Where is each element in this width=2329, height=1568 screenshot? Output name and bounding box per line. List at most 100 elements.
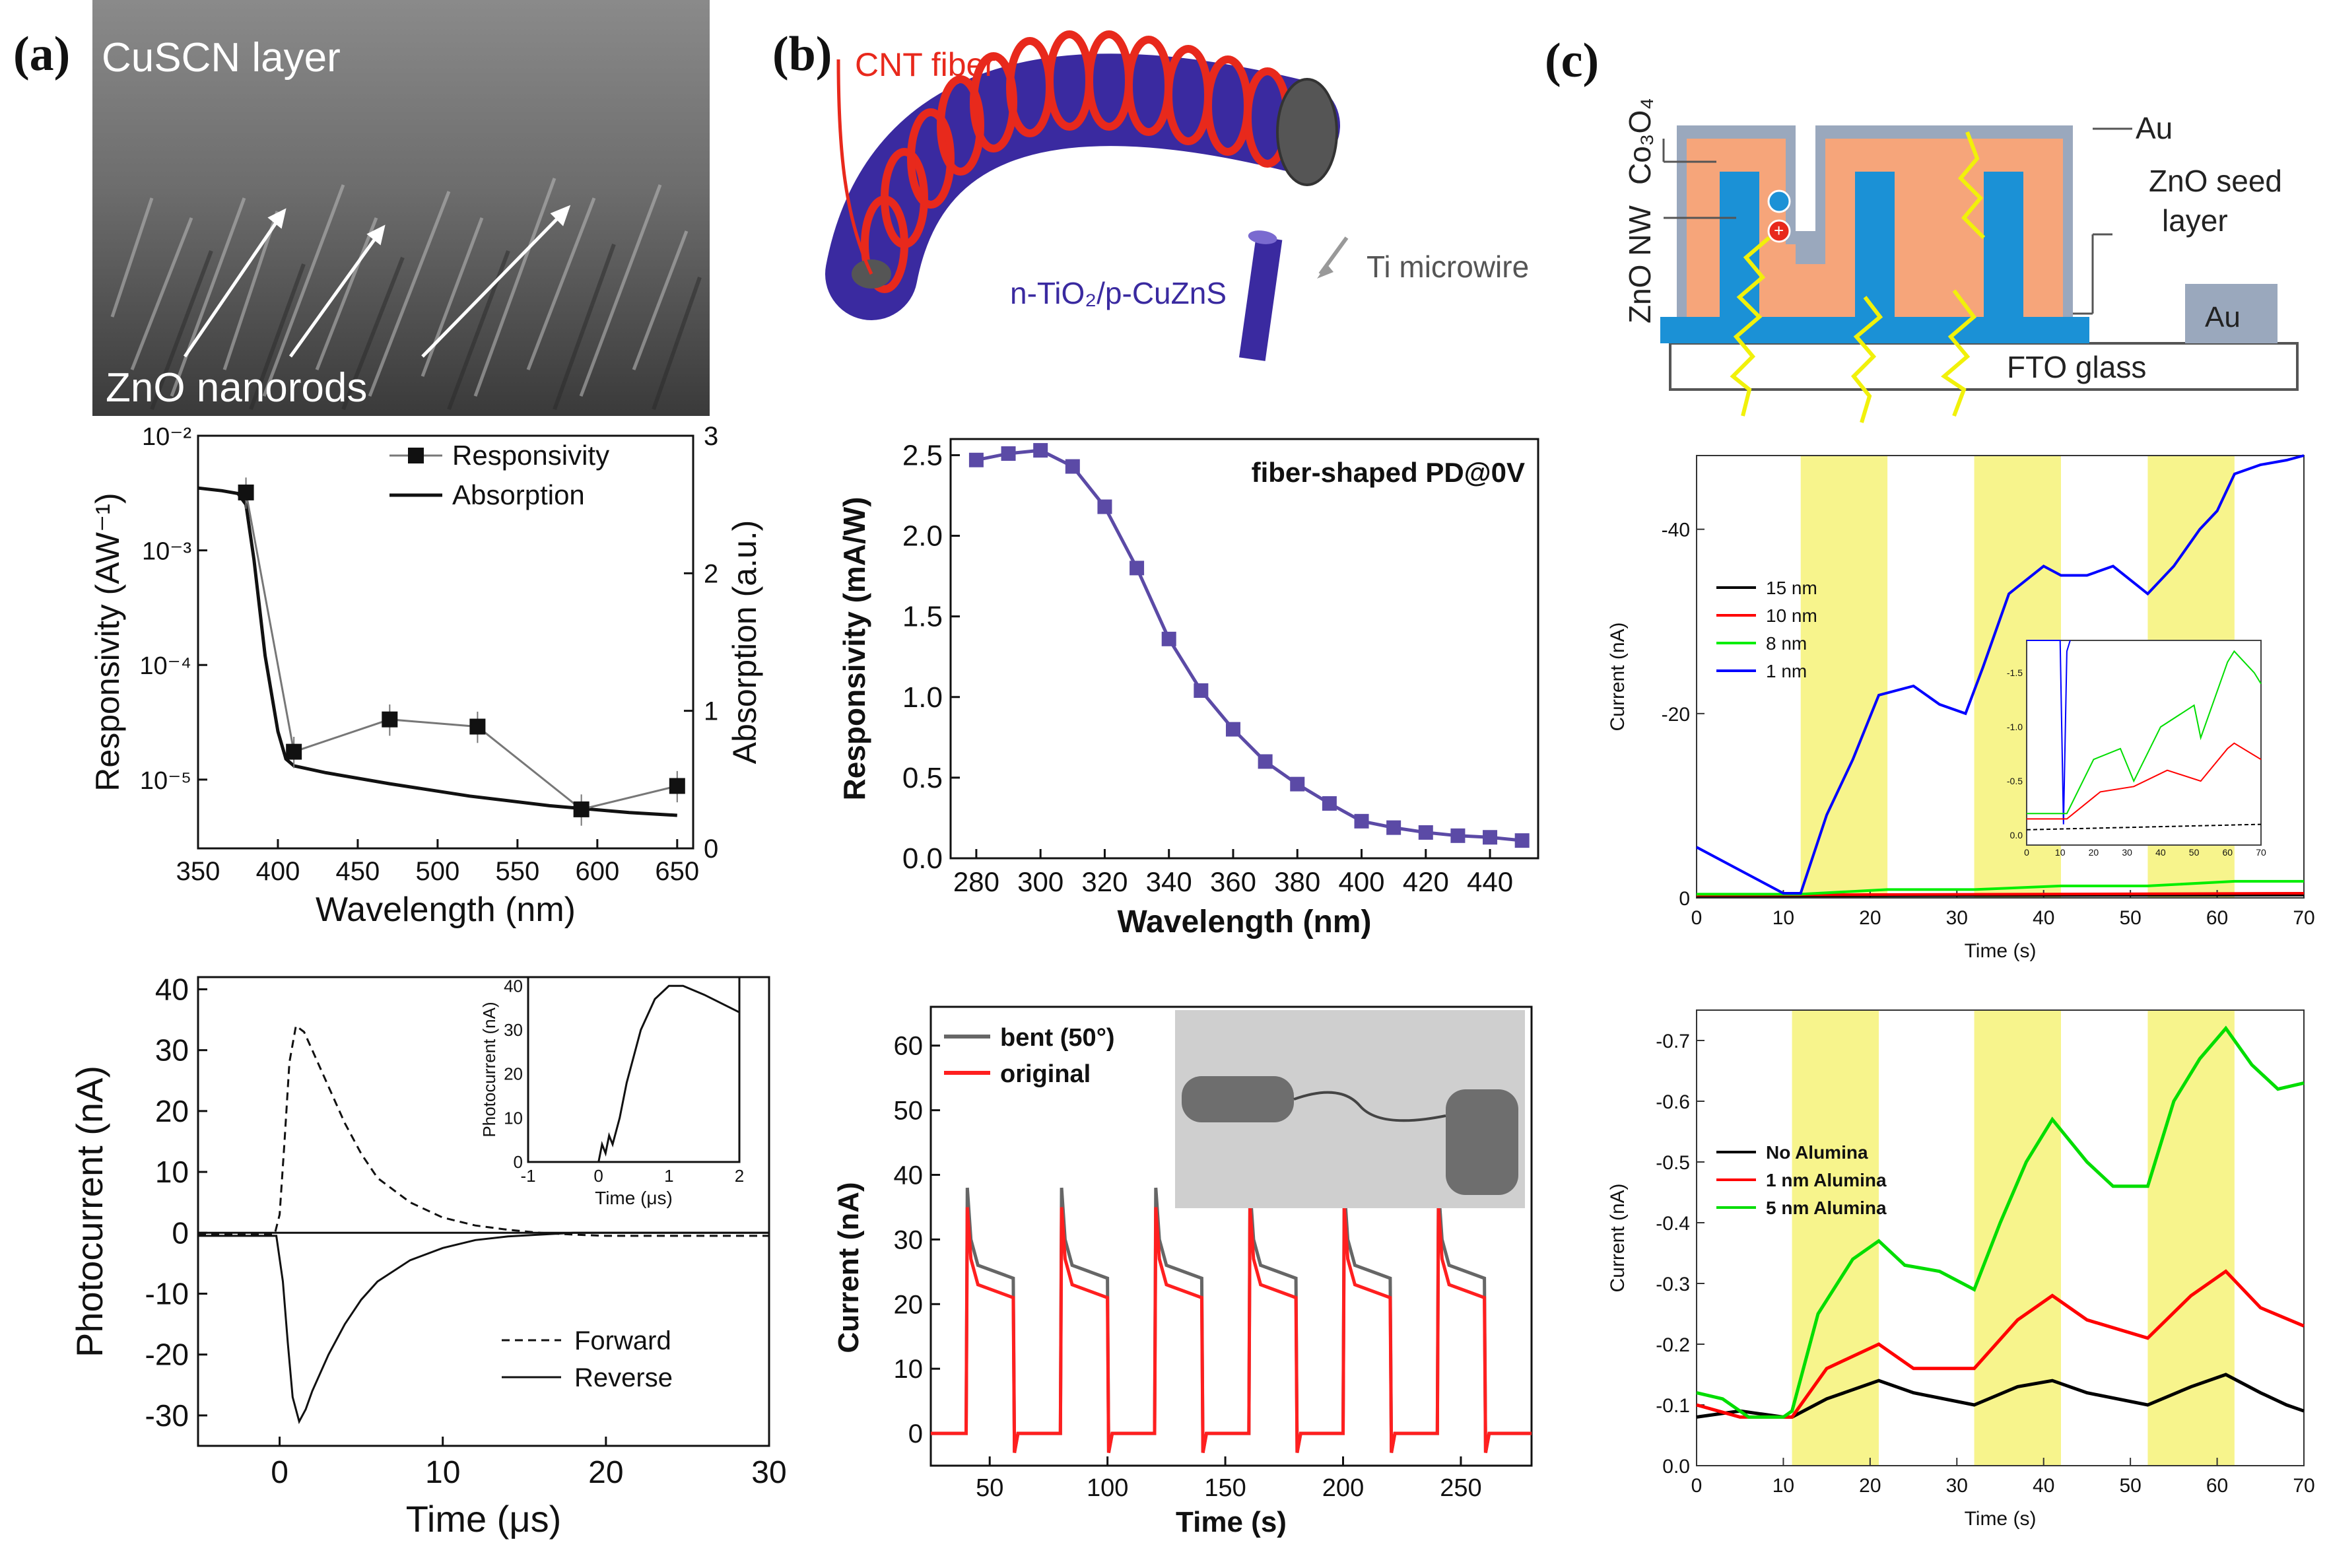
chart-b-responsivity: 280 300 320 340 360 380 400 420 440 0.0 0.5 1.0 1.5 2…: [837, 438, 1539, 939]
y-tick-label: 0: [1679, 888, 1690, 910]
responsivity-point: [286, 743, 302, 760]
series-5-nm-alumina: [1696, 1025, 2305, 1419]
x-tick-label: 550: [495, 857, 539, 886]
x-tick-label: 10: [425, 1455, 460, 1490]
series-1-nm-alumina: [1696, 1269, 2305, 1419]
x-tick-label: 300: [1017, 866, 1063, 897]
co3o4-label: Co₃O₄: [1623, 99, 1657, 185]
legend-label-reverse: Reverse: [574, 1363, 673, 1392]
au-top-label: Au: [2136, 111, 2173, 145]
y-axis-label: Responsivity (AW⁻¹): [89, 493, 126, 791]
legend-label-responsivity: Responsivity: [452, 440, 609, 471]
inset-x-tick-label: 70: [2256, 847, 2266, 858]
au-pad-label: Au: [2205, 301, 2241, 333]
plot-frame: [929, 1006, 1533, 1467]
shell-wire: [1238, 236, 1283, 361]
x-tick-label: 250: [1440, 1474, 1481, 1502]
y-tick-label: -0.6: [1656, 1091, 1690, 1113]
data-point: [1450, 828, 1466, 843]
cnt-fiber-label: CNT fiber: [855, 46, 996, 83]
inset-x-tick-label: 1: [664, 1166, 673, 1186]
series-reverse: [198, 1231, 769, 1425]
x-tick-label: 150: [1204, 1474, 1246, 1502]
y-tick-label: 10⁻²: [142, 423, 191, 451]
device-schematic: FTO glass Au + Au ZnO seed layer Co₃O₄ Z…: [1623, 99, 2299, 423]
y-axis-label: Current (nA): [1607, 622, 1629, 731]
x-tick-label: 440: [1467, 866, 1513, 897]
x-tick-label: 70: [2293, 907, 2314, 929]
x-tick-label: 20: [588, 1455, 623, 1490]
y-tick-label: -0.7: [1656, 1031, 1690, 1052]
x-tick-label: 60: [2206, 907, 2228, 929]
y-tick-label: 20: [894, 1290, 924, 1319]
y-tick-label: -0.5: [1656, 1152, 1690, 1174]
zno-seed-label-2: layer: [2162, 203, 2228, 238]
x-tick-label: 450: [336, 857, 380, 886]
y-tick-label: 0.0: [902, 842, 943, 875]
x-tick-label: 10: [1772, 907, 1794, 929]
panel-label-c: (c): [1545, 34, 1600, 88]
legend-label: No Alumina: [1766, 1142, 1868, 1163]
inset-frame: [527, 976, 741, 1163]
x-tick-label: 0: [1691, 1475, 1703, 1497]
x-tick-label: 400: [256, 857, 300, 886]
plot-frame: [197, 434, 694, 850]
inset-x-tick-label: 0: [593, 1166, 603, 1186]
chart-b-current: 50 100 150 200 250 0 10 20 30 40 50 60 Time (s) Curre…: [832, 1006, 1533, 1538]
y-axis-label: Current (nA): [1607, 1183, 1629, 1292]
y-tick-label: 10⁻⁴: [139, 652, 191, 680]
chart-c-alumina: 0 10 20 30 40 50 60 70 0.0 -0.1 -0.2 -0.3 -0.4 -0.5 -0…: [1607, 1009, 2315, 1530]
panel-label-b: (b): [772, 27, 832, 81]
plot-frame: [197, 976, 770, 1447]
inset-y-tick-label: -0.5: [2007, 776, 2023, 786]
inset-y-tick-label: 10: [504, 1108, 523, 1128]
inset-x-tick-label: 40: [2155, 847, 2166, 858]
inset-x-tick-label: 2: [735, 1166, 744, 1186]
inset-x-axis-label: Time (μs): [595, 1188, 673, 1208]
data-point: [1418, 825, 1433, 840]
x-tick-label: 320: [1081, 866, 1128, 897]
legend-marker-responsivity: [408, 448, 424, 463]
legend-label: 15 nm: [1766, 578, 1817, 598]
y-tick-label: 20: [155, 1094, 189, 1128]
x-tick-label: 50: [2119, 1475, 2141, 1497]
x-tick-label: 20: [1859, 1475, 1881, 1497]
chart-a-responsivity: 350 400 450 500 550 600 650 10⁻² 10⁻³ 10⁻⁴ 10⁻⁵ 0 1 2…: [89, 423, 763, 929]
x-axis-label: Time (s): [1965, 940, 2037, 962]
panel-label-a: (a): [13, 27, 71, 81]
x-tick-label: 30: [1946, 907, 1968, 929]
illumination-band: [2147, 1010, 2235, 1466]
sem-image: CuSCN layer ZnO nanorods: [92, 0, 710, 416]
inset-x-tick-label: 20: [2089, 847, 2099, 858]
data-point: [1258, 754, 1273, 769]
legend-label-forward: Forward: [574, 1326, 671, 1355]
y-tick-label: 1.0: [902, 681, 943, 714]
fiber-schematic: CNT fiber Ti microwire n-TiO₂/p-CuZnS: [825, 30, 1529, 361]
fto-label: FTO glass: [2007, 350, 2146, 384]
y-tick-label: 50: [894, 1097, 924, 1126]
legend-label: 10 nm: [1766, 605, 1817, 626]
zno-seed-label-1: ZnO seed: [2149, 164, 2282, 198]
legend-label-absorption: Absorption: [452, 479, 585, 510]
y-tick-label: 10: [155, 1155, 189, 1189]
series-responsivity: [976, 448, 1522, 842]
data-point: [1386, 820, 1401, 835]
inset-series-15nm: [2026, 823, 2262, 831]
data-point: [1514, 833, 1530, 848]
x-tick-label: 350: [176, 857, 220, 886]
y-tick-label: 10⁻⁵: [140, 767, 191, 795]
x-tick-label: 340: [1146, 866, 1192, 897]
y-tick-label: -0.1: [1656, 1395, 1690, 1417]
inset-x-tick-label: 60: [2222, 847, 2233, 858]
x-tick-label: 50: [2119, 907, 2141, 929]
data-point: [1130, 561, 1145, 576]
ti-core-end: [1276, 78, 1338, 186]
series-original: [931, 1207, 1532, 1453]
inset-x-tick-label: 50: [2189, 847, 2200, 858]
y-tick-label: 60: [894, 1032, 924, 1061]
y-axis-label: Current (nA): [832, 1182, 865, 1353]
y-tick-label: 0: [172, 1215, 189, 1250]
legend-label-original: original: [1000, 1060, 1091, 1088]
x-tick-label: 650: [655, 857, 699, 886]
